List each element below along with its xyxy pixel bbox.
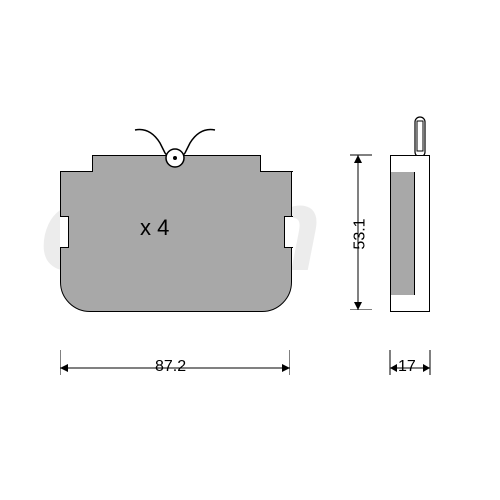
quantity-label: x 4 — [140, 215, 169, 241]
side-friction-material — [391, 172, 415, 295]
spring-clip-icon — [130, 125, 220, 170]
side-body — [390, 155, 430, 312]
thickness-dimension-value: 17 — [398, 358, 416, 376]
width-dimension-value: 87.2 — [155, 358, 186, 376]
brake-pad-front-view — [60, 130, 290, 310]
brake-pad-side-view — [390, 115, 445, 310]
technical-drawing-canvas: cifam x 4 87.2 — [0, 0, 500, 500]
pad-top-cut-right — [260, 155, 293, 172]
pad-notch-left — [60, 216, 69, 248]
pad-body — [60, 155, 292, 312]
pad-top-cut-left — [60, 155, 93, 172]
pad-notch-right — [284, 216, 293, 248]
height-dimension-value: 53.1 — [352, 218, 370, 249]
